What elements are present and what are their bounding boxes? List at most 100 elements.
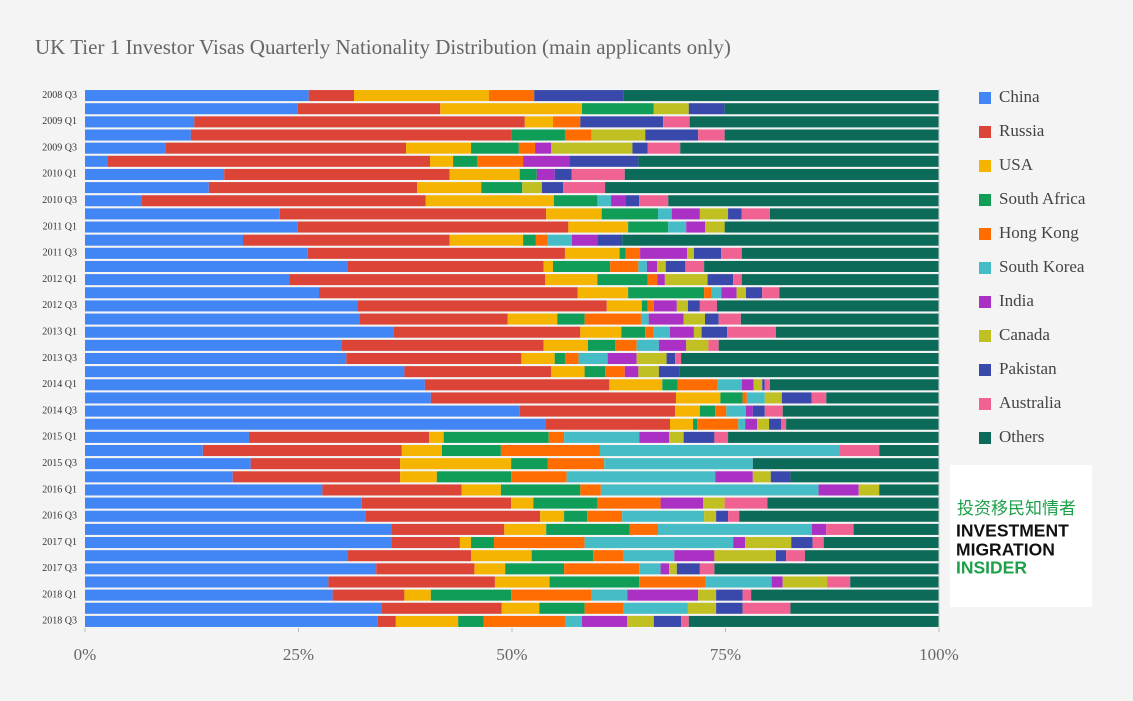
bar-segment	[693, 418, 698, 430]
bar-segment	[645, 129, 699, 141]
bar-segment	[623, 602, 688, 614]
bar-segment	[646, 260, 658, 272]
bar-segment	[507, 313, 558, 325]
bar-segment	[519, 168, 537, 180]
bar-segment	[791, 537, 813, 549]
bar-segment	[623, 550, 675, 562]
bar-segment	[790, 602, 939, 614]
bar-segment	[552, 260, 611, 272]
bar-segment	[85, 142, 166, 154]
y-tick-label: 2016 Q3	[42, 511, 77, 522]
bar-segment	[786, 550, 805, 562]
bar-segment	[85, 431, 249, 443]
bar-segment	[453, 155, 477, 167]
bar-segment	[85, 103, 298, 115]
bar-segment	[500, 484, 581, 496]
bar-segment	[677, 379, 718, 391]
y-tick-label: 2013 Q1	[42, 327, 77, 338]
bar-segment	[85, 537, 392, 549]
bar-segment	[724, 129, 939, 141]
bar-segment	[704, 260, 939, 272]
y-tick-label: 2018 Q1	[42, 589, 77, 600]
bar-segment	[658, 339, 687, 351]
bar-segment	[554, 352, 565, 365]
bar-segment	[653, 103, 689, 115]
bar-segment	[687, 300, 700, 312]
bar-segment	[736, 287, 746, 299]
bar-segment	[625, 247, 641, 259]
bar-segment	[85, 563, 377, 575]
bar-segment	[85, 195, 142, 207]
bar-segment	[717, 379, 742, 391]
bar-segment	[424, 379, 610, 391]
y-tick-label: 2018 Q3	[42, 616, 77, 627]
bar-segment	[494, 576, 550, 588]
bar-segment	[676, 300, 688, 312]
bar-segment	[232, 471, 401, 483]
bar-segment	[668, 221, 687, 233]
bar-segment	[660, 563, 670, 575]
bar-segment	[666, 352, 676, 365]
bar-segment	[716, 300, 939, 312]
bar-segment	[647, 300, 654, 312]
bar-segment	[781, 418, 787, 430]
bar-segment	[708, 339, 719, 351]
bar-segment	[361, 497, 512, 509]
bar-segment	[638, 260, 647, 272]
bar-segment	[85, 208, 280, 220]
bar-segment	[85, 589, 333, 601]
bar-segment	[606, 300, 642, 312]
bar-segment	[85, 129, 191, 141]
bar-segment	[483, 615, 565, 627]
bar-segment	[715, 405, 727, 417]
bar-segment	[85, 300, 358, 312]
bar-segment	[699, 208, 729, 220]
bar-segment	[85, 497, 362, 509]
bar-segment	[488, 90, 535, 102]
bar-segment	[190, 129, 512, 141]
x-tick-label: 0%	[74, 645, 97, 664]
bar-segment	[767, 497, 939, 509]
bar-segment	[591, 589, 628, 601]
bar-segment	[703, 497, 725, 509]
bar-segment	[658, 208, 672, 220]
bar-segment	[757, 418, 770, 430]
bar-segment	[657, 260, 666, 272]
bar-segment	[346, 352, 522, 365]
bar-segment	[639, 563, 661, 575]
x-tick-label: 75%	[710, 645, 741, 664]
bar-segment	[552, 116, 581, 128]
bar-segment	[279, 208, 547, 220]
bar-segment	[770, 471, 791, 483]
bar-segment	[597, 195, 612, 207]
bar-segment	[790, 471, 939, 483]
bar-segment	[541, 182, 564, 194]
bar-segment	[580, 116, 664, 128]
bar-segment	[764, 392, 782, 404]
y-tick-label: 2008 Q3	[42, 90, 77, 101]
bar-segment	[393, 326, 581, 338]
bar-segment	[653, 300, 677, 312]
bar-segment	[715, 471, 753, 483]
bar-segment	[619, 247, 626, 259]
bar-segment	[688, 615, 939, 627]
y-tick-label: 2012 Q1	[42, 274, 77, 285]
bar-segment	[85, 260, 348, 272]
bar-segment	[699, 563, 715, 575]
bar-segment	[593, 550, 624, 562]
bar-segment	[675, 392, 721, 404]
legend-label: India	[999, 291, 1034, 310]
bar-segment	[564, 563, 640, 575]
chart-title: UK Tier 1 Investor Visas Quarterly Natio…	[35, 35, 731, 59]
bar-segment	[638, 366, 659, 378]
logo-line: MIGRATION	[956, 540, 1055, 560]
bar-segment	[524, 116, 553, 128]
y-tick-label: 2011 Q3	[43, 248, 77, 259]
x-tick-label: 25%	[283, 645, 314, 664]
bar-segment	[879, 484, 939, 496]
bar-segment	[85, 445, 203, 457]
legend-label: Others	[999, 427, 1044, 446]
bar-segment	[354, 90, 489, 102]
bar-segment	[853, 523, 939, 535]
bar-segment	[547, 234, 572, 246]
